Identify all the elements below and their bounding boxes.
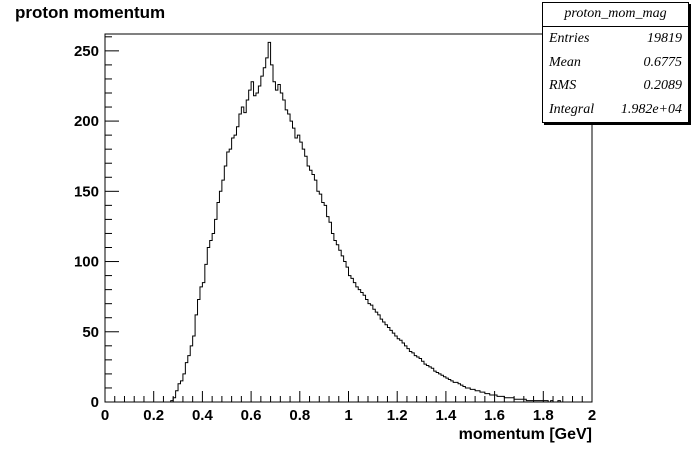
stats-box: proton_mom_mag Entries 19819 Mean 0.6775…: [542, 2, 689, 123]
x-tick-label: 1.6: [484, 407, 505, 424]
y-tick-label: 250: [74, 43, 99, 60]
x-tick-label: 0.6: [241, 407, 262, 424]
x-tick-label: 0.2: [143, 407, 164, 424]
x-tick-label: 1.8: [533, 407, 554, 424]
y-tick-label: 100: [74, 254, 99, 271]
chart-title: proton momentum: [15, 3, 166, 22]
stats-value: 19819: [647, 31, 682, 46]
stats-label: Mean: [549, 54, 581, 70]
y-axis: 0 50 100 150 200 250: [74, 36, 119, 411]
x-tick-label: 0.8: [289, 407, 310, 424]
x-tick-label: 1.4: [435, 407, 457, 424]
stats-value: 1.982e+04: [620, 101, 682, 117]
histogram-line: [105, 41, 592, 403]
y-tick-label: 50: [82, 324, 99, 341]
stats-row-entries: Entries 19819: [543, 27, 688, 51]
stats-row-integral: Integral 1.982e+04: [543, 98, 688, 122]
stats-row-mean: Mean 0.6775: [543, 51, 688, 75]
x-axis-title: momentum [GeV]: [459, 426, 592, 443]
y-tick-label: 200: [74, 113, 99, 130]
stats-label: RMS: [549, 78, 577, 94]
stats-box-name: proton_mom_mag: [543, 3, 688, 27]
x-tick-label: 2: [588, 407, 596, 424]
stats-label: Entries: [549, 31, 590, 46]
stats-value: 0.6775: [643, 54, 683, 70]
x-tick-label: 0: [101, 407, 109, 424]
x-tick-label: 1.2: [387, 407, 408, 424]
y-tick-label: 0: [91, 394, 99, 411]
stats-value: 0.2089: [643, 78, 683, 94]
y-tick-label: 150: [74, 183, 99, 200]
stats-row-rms: RMS 0.2089: [543, 74, 688, 98]
plot-frame: [104, 33, 593, 403]
stats-label: Integral: [549, 101, 595, 117]
x-tick-label: 1: [344, 407, 352, 424]
x-axis: 0 0.2 0.4 0.6 0.8 1 1.2 1.4 1.6 1.8 2: [101, 391, 596, 424]
x-tick-label: 0.4: [192, 407, 214, 424]
